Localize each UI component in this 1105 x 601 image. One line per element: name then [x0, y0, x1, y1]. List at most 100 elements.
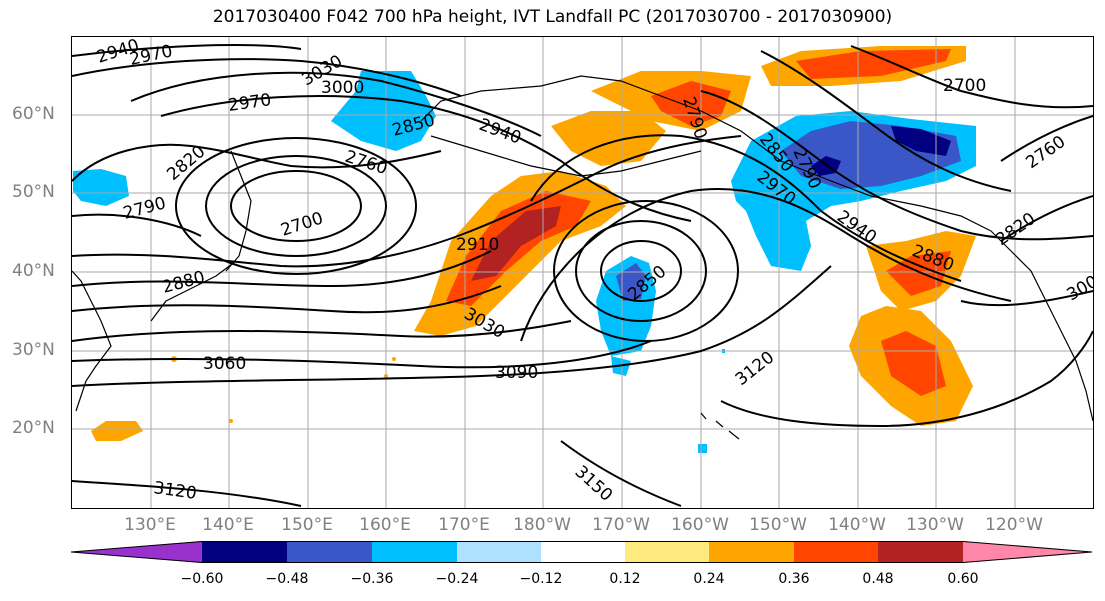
lat-label-40n: 40°N [12, 261, 55, 281]
colorbar-tick-label: 0.48 [862, 571, 894, 587]
colorbar-tick-label: −0.24 [435, 571, 479, 587]
height-contours [72, 44, 1093, 507]
ivt-positive-shading [91, 46, 976, 441]
height-contour [130, 71, 542, 137]
ivt-positive-region [551, 111, 666, 166]
colorbar-segment [202, 541, 287, 563]
height-contour [72, 135, 742, 268]
height-contour [72, 213, 202, 237]
height-contour-cutoff-low [553, 200, 739, 342]
lon-label-150w: 150°W [749, 515, 807, 535]
lon-label-140w: 140°W [828, 515, 886, 535]
colorbar-tick-label: −0.36 [350, 571, 394, 587]
ivt-positive-dot [392, 357, 396, 361]
contour-label: 3150 [571, 462, 617, 506]
height-contour [72, 285, 502, 314]
ivt-positive-region [91, 421, 143, 441]
coastline-japan [150, 260, 237, 322]
colorbar-segment [625, 541, 709, 563]
ivt-negative-region [331, 71, 436, 151]
height-contour [72, 44, 302, 57]
contour-label: 2700 [943, 76, 986, 96]
height-contour [700, 90, 1093, 241]
ivt-positive-peak [471, 206, 561, 281]
lat-label-50n: 50°N [12, 182, 55, 202]
colorbar-segment [372, 541, 457, 563]
lon-label-160w: 160°W [671, 515, 729, 535]
height-contour [720, 330, 1093, 428]
colorbar-segment [794, 541, 878, 563]
lon-label-180w: 180°W [513, 515, 571, 535]
lon-label-140e: 140°E [202, 515, 254, 535]
contour-label: 2820 [992, 209, 1039, 250]
contour-label: 3120 [152, 478, 198, 504]
ivt-positive-core [796, 49, 951, 79]
lon-label-150e: 150°E [281, 515, 333, 535]
contour-label: 3090 [495, 363, 538, 383]
contour-label: 2700 [278, 208, 325, 240]
contour-label: 3000 [321, 78, 364, 98]
lon-label-160e: 160°E [359, 515, 411, 535]
colorbar-tick-label: 0.36 [778, 571, 810, 587]
colorbar-tick-label: −0.12 [519, 571, 563, 587]
ivt-positive-dot [229, 419, 233, 423]
ivt-negative-region [73, 169, 129, 206]
coastline-alaska [420, 75, 992, 232]
height-contour [560, 440, 682, 507]
contour-label: 2940 [476, 115, 523, 149]
colorbar-segment [963, 541, 1092, 563]
height-contour [72, 480, 302, 507]
ivt-positive-core [881, 331, 946, 396]
coastline-north-america [990, 230, 1093, 422]
map-panel: 2940 2970 3030 3000 2970 2850 2940 2760 … [71, 36, 1094, 509]
colorbar-tick-label: −0.60 [180, 571, 224, 587]
height-contour [72, 58, 462, 97]
height-contour [530, 134, 962, 282]
height-contour-low [205, 155, 387, 257]
contour-label: 2760 [1022, 132, 1069, 173]
contour-label: 3060 [203, 354, 246, 374]
contour-label: 2940 [833, 207, 880, 248]
contour-label: 2970 [227, 90, 273, 116]
lon-label-170e: 170°E [438, 515, 490, 535]
height-contour-low [175, 137, 417, 275]
colorbar-tick-label: 0.60 [947, 571, 979, 587]
height-contour [1000, 115, 1093, 162]
height-contour [72, 250, 492, 288]
map-canvas: 2940 2970 3030 3000 2970 2850 2940 2760 … [72, 37, 1093, 508]
contour-label: 2910 [456, 235, 499, 255]
ivt-positive-core [886, 251, 951, 296]
graticule [72, 37, 1093, 508]
height-contour [72, 143, 442, 182]
ivt-negative-dot [698, 444, 707, 453]
colorbar-segment [71, 541, 202, 563]
height-contour-low [230, 170, 362, 242]
height-contour-cutoff-low [600, 240, 682, 302]
height-contour-cutoff-low [575, 220, 707, 322]
height-contour [960, 290, 1093, 307]
lon-label-130e: 130°E [124, 515, 176, 535]
contour-label: 3120 [732, 348, 778, 390]
lat-label-30n: 30°N [12, 340, 55, 360]
coastline-hawaii [700, 412, 740, 440]
lon-label-120w: 120°W [985, 515, 1043, 535]
colorbar-tick-label: 0.12 [609, 571, 641, 587]
lon-label-130w: 130°W [906, 515, 964, 535]
colorbar-outline [71, 541, 1093, 563]
lon-label-170w: 170°W [592, 515, 650, 535]
coastline-kamchatka [225, 150, 252, 272]
colorbar [71, 541, 1093, 563]
colorbar-segment [541, 541, 625, 563]
colorbar-segment [287, 541, 372, 563]
colorbar-segment [709, 541, 794, 563]
height-contour [760, 50, 1012, 192]
height-contour [1000, 195, 1093, 242]
height-contour [72, 320, 572, 342]
colorbar-tick-label: −0.48 [265, 571, 309, 587]
colorbar-segment [878, 541, 963, 563]
contour-labels: 2940 2970 3030 3000 2970 2850 2940 2760 … [94, 37, 1093, 506]
lat-label-60n: 60°N [12, 104, 55, 124]
height-contour [72, 265, 832, 387]
height-contour [72, 340, 652, 369]
height-contour [160, 95, 692, 222]
